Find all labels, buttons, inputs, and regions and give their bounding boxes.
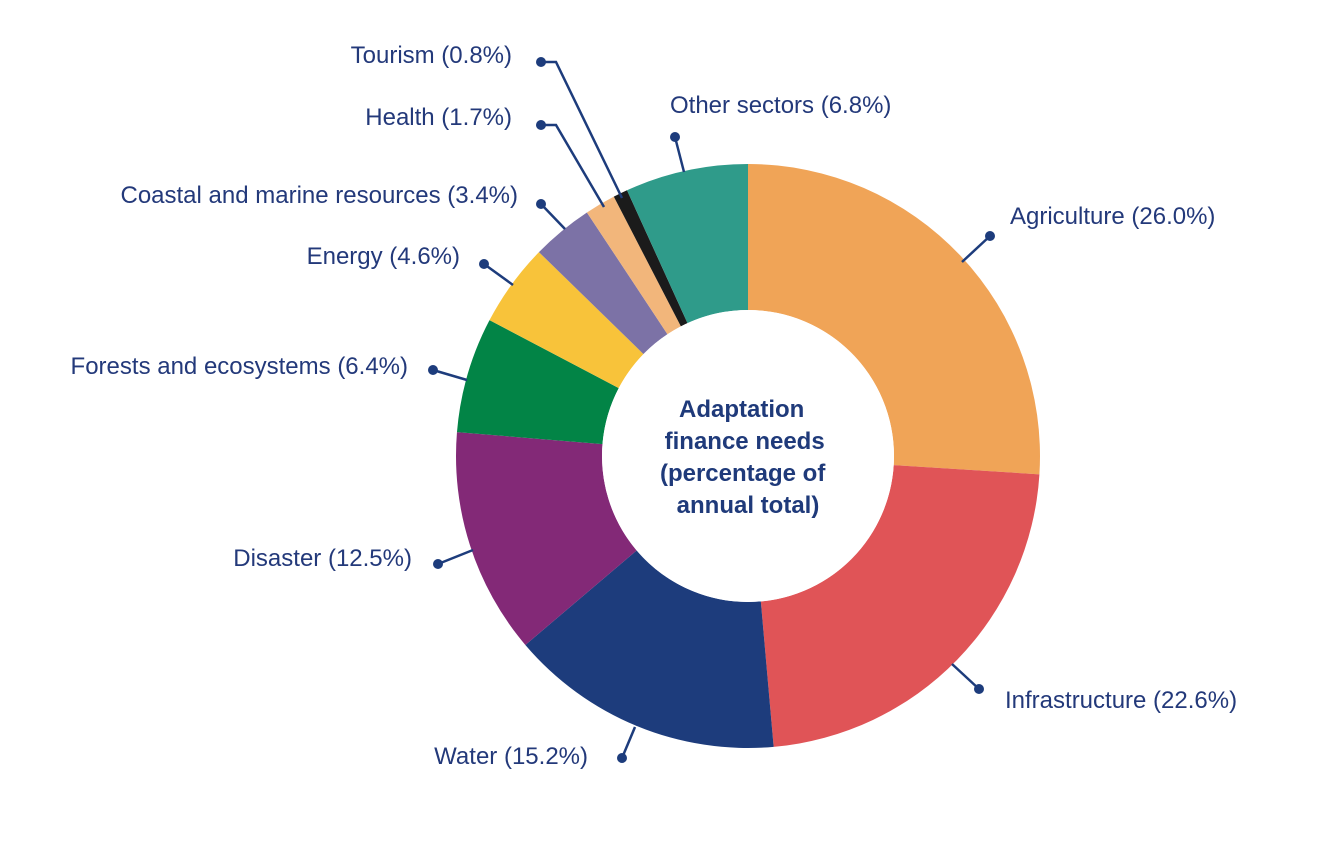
slice-disaster [455,432,637,645]
slice-other-sectors [627,164,748,324]
label-tourism: Tourism (0.8%) [351,42,512,69]
slice-energy [489,252,644,389]
label-energy: Energy (4.6%) [307,243,460,270]
center-label-line-1: Adaptation [679,396,804,423]
label-coastal-and-marine-resources: Coastal and marine resources (3.4%) [120,182,518,209]
label-water: Water (15.2%) [434,743,588,770]
center-label-line-4: annual total) [677,492,820,519]
slice-forests-and-ecosystems [456,320,619,445]
leader-dot-agriculture [985,231,995,241]
leader-line-disaster [437,548,474,566]
leader-dot-tourism [536,57,546,67]
slice-infrastructure [760,465,1040,747]
leader-dot-coastal-and-marine-resources [536,199,546,209]
label-agriculture: Agriculture (26.0%) [1010,203,1215,230]
donut-hole [602,310,894,602]
leader-line-health [541,123,606,208]
label-forests-and-ecosystems: Forests and ecosystems (6.4%) [71,353,408,380]
leader-dot-water [617,753,627,763]
leader-line-coastal-and-marine-resources [540,203,566,230]
slice-water [525,550,774,748]
slice-labels: Agriculture (26.0%) Infrastructure (22.6%… [71,42,1238,770]
center-label-line-2: finance needs [665,428,825,455]
leader-line-tourism [541,60,624,199]
slice-coastal-and-marine-resources [538,212,668,355]
center-label-line-3: (percentage of [660,460,826,487]
leader-lines [428,57,995,763]
leader-dot-energy [479,259,489,269]
leader-dot-disaster [433,559,443,569]
leader-line-other-sectors [673,136,686,173]
leader-line-infrastructure [951,663,980,690]
slice-health [586,196,681,335]
leader-line-forests-and-ecosystems [432,368,468,382]
leader-dot-infrastructure [974,684,984,694]
center-label: Adaptation finance needs (percentage of … [660,396,832,519]
label-disaster: Disaster (12.5%) [233,545,412,572]
label-infrastructure: Infrastructure (22.6%) [1005,687,1237,714]
leader-dot-health [536,120,546,130]
leader-line-agriculture [961,235,991,263]
leader-dot-forests-and-ecosystems [428,365,438,375]
leader-dot-other-sectors [670,132,680,142]
leader-line-energy [483,262,514,287]
label-health: Health (1.7%) [365,104,512,131]
donut-slices [455,164,1041,748]
slice-agriculture [748,164,1041,475]
label-other-sectors: Other sectors (6.8%) [670,92,891,119]
leader-line-water [620,726,637,759]
slice-tourism [613,190,688,327]
